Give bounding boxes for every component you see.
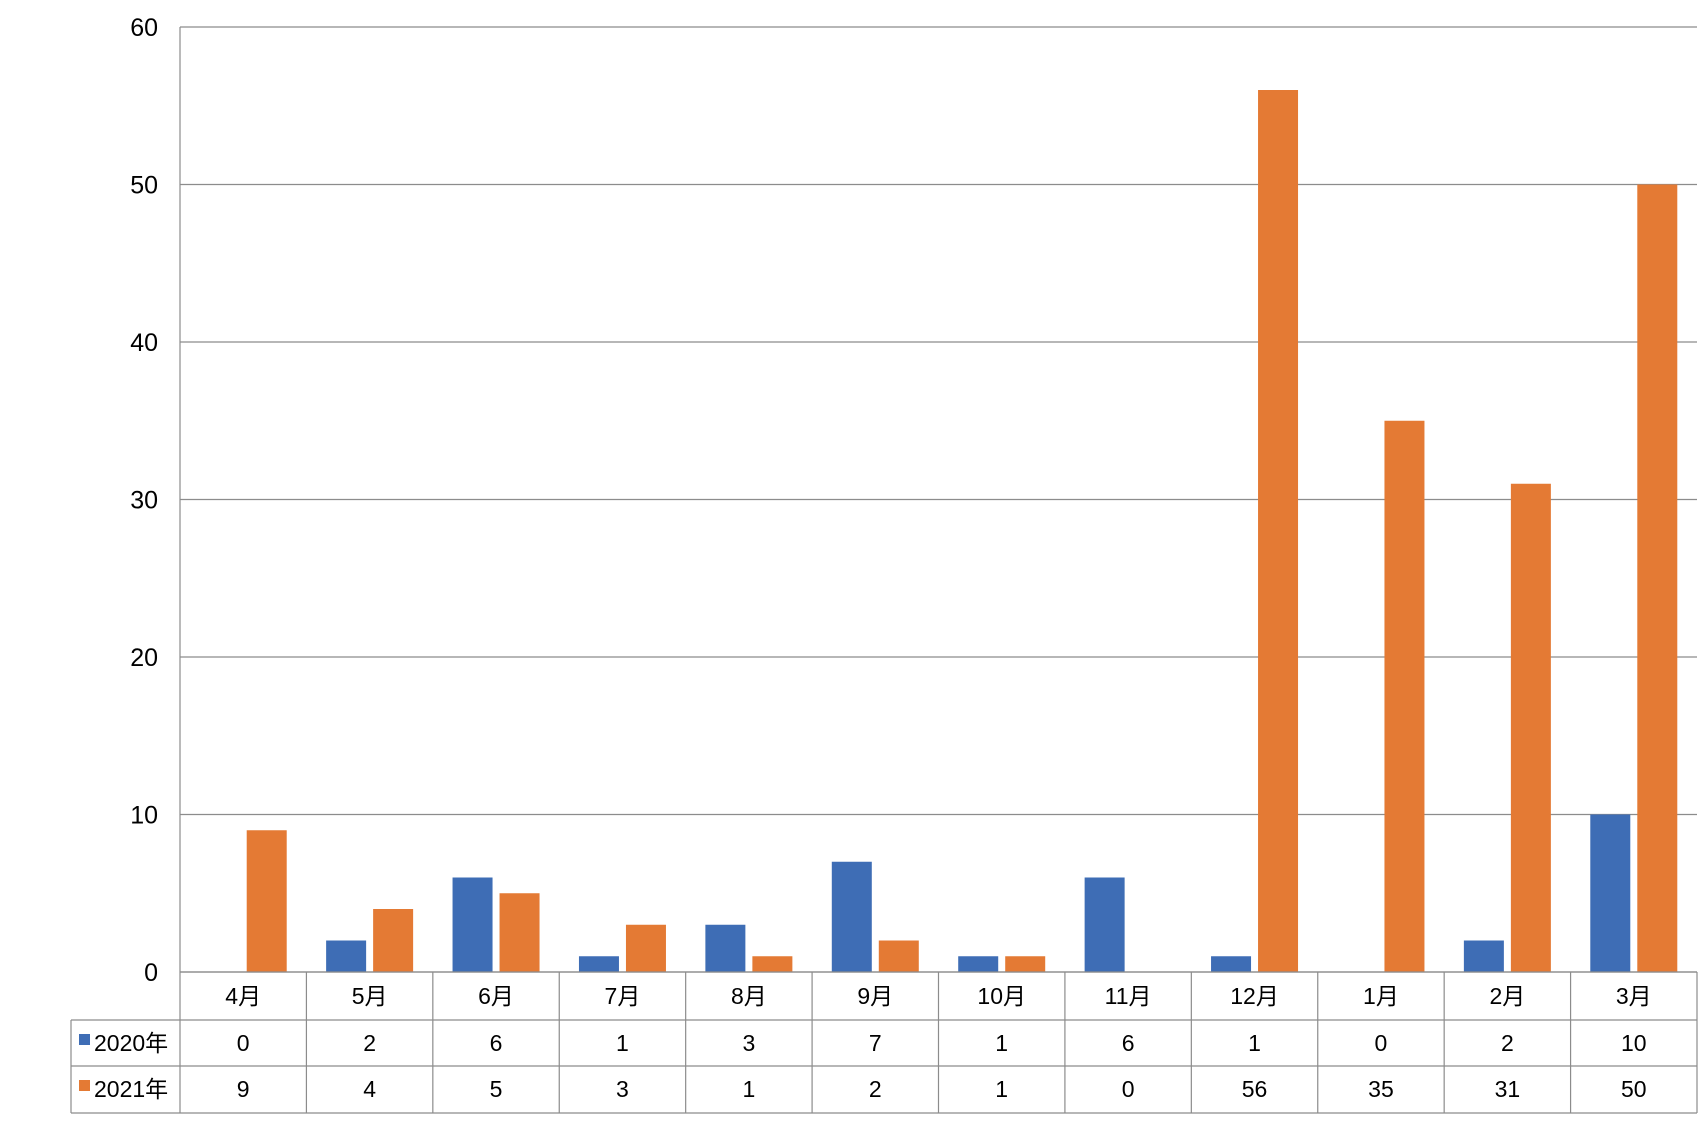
data-label: 10 <box>1621 1030 1647 1056</box>
x-tick-label: 8月 <box>731 983 767 1009</box>
gridlines <box>179 26 1697 973</box>
data-label: 31 <box>1495 1076 1521 1102</box>
data-label: 50 <box>1621 1076 1647 1102</box>
bar-2021年-7月 <box>625 924 666 972</box>
x-tick-label: 7月 <box>605 983 641 1009</box>
bar-2020年-12月 <box>1211 956 1252 972</box>
bar-2020年-3月 <box>1590 814 1631 972</box>
bar-2020年-2月 <box>1463 940 1504 972</box>
x-tick-label: 5月 <box>352 983 388 1009</box>
data-label: 3 <box>742 1030 755 1056</box>
x-tick-label: 4月 <box>225 983 261 1009</box>
y-axis-ticks: 0 10 20 30 40 50 60 <box>130 14 158 987</box>
data-label: 9 <box>237 1076 250 1102</box>
bar-2020年-9月 <box>831 861 872 972</box>
data-label: 6 <box>490 1030 503 1056</box>
x-tick-label: 9月 <box>857 983 893 1009</box>
data-label: 0 <box>1375 1030 1388 1056</box>
x-tick-label: 12月 <box>1230 983 1279 1009</box>
y-tick-label: 60 <box>130 14 158 42</box>
y-tick-label: 30 <box>130 487 158 515</box>
data-label: 0 <box>1122 1076 1135 1102</box>
data-label: 56 <box>1242 1076 1268 1102</box>
bar-2021年-10月 <box>1005 956 1046 972</box>
y-tick-label: 0 <box>144 959 158 987</box>
data-label: 3 <box>616 1076 629 1102</box>
data-label: 35 <box>1368 1076 1394 1102</box>
bar-2021年-1月 <box>1384 420 1425 972</box>
data-label: 2 <box>363 1030 376 1056</box>
x-tick-label: 2月 <box>1489 983 1525 1009</box>
bar-2020年-7月 <box>578 956 619 972</box>
data-label: 1 <box>995 1076 1008 1102</box>
bars <box>246 90 1678 972</box>
bar-2020年-8月 <box>705 924 746 972</box>
data-label: 6 <box>1122 1030 1135 1056</box>
legend-label: 2021年 <box>94 1076 168 1102</box>
data-label: 2 <box>869 1076 882 1102</box>
data-label: 2 <box>1501 1030 1514 1056</box>
bar-2021年-8月 <box>752 956 793 972</box>
bar-2020年-10月 <box>958 956 999 972</box>
y-tick-label: 10 <box>130 802 158 830</box>
y-tick-label: 40 <box>130 329 158 357</box>
bar-2021年-3月 <box>1637 184 1678 972</box>
legend-label: 2020年 <box>94 1030 168 1056</box>
bar-2021年-6月 <box>499 893 540 972</box>
y-tick-label: 50 <box>130 172 158 200</box>
bar-2021年-5月 <box>373 909 414 972</box>
data-label: 1 <box>1248 1030 1261 1056</box>
data-label: 5 <box>490 1076 503 1102</box>
data-label: 1 <box>995 1030 1008 1056</box>
x-tick-label: 1月 <box>1363 983 1399 1009</box>
bar-2020年-5月 <box>326 940 367 972</box>
legend-swatch-2021年 <box>79 1080 90 1091</box>
bar-2020年-11月 <box>1084 877 1125 972</box>
data-label: 1 <box>616 1030 629 1056</box>
x-tick-label: 11月 <box>1105 983 1152 1009</box>
legend-swatch-2020年 <box>79 1034 90 1045</box>
data-label: 7 <box>869 1030 882 1056</box>
x-tick-label: 3月 <box>1616 983 1652 1009</box>
x-tick-label: 6月 <box>478 983 514 1009</box>
bar-2020年-6月 <box>452 877 493 972</box>
bar-2021年-9月 <box>878 940 919 972</box>
x-tick-label: 10月 <box>977 983 1026 1009</box>
bar-2021年-12月 <box>1258 90 1299 972</box>
data-label: 1 <box>742 1076 755 1102</box>
bar-2021年-4月 <box>246 830 287 972</box>
y-tick-label: 20 <box>130 644 158 672</box>
data-label: 4 <box>363 1076 376 1102</box>
bar-2021年-2月 <box>1510 483 1551 972</box>
data-label: 0 <box>237 1030 250 1056</box>
